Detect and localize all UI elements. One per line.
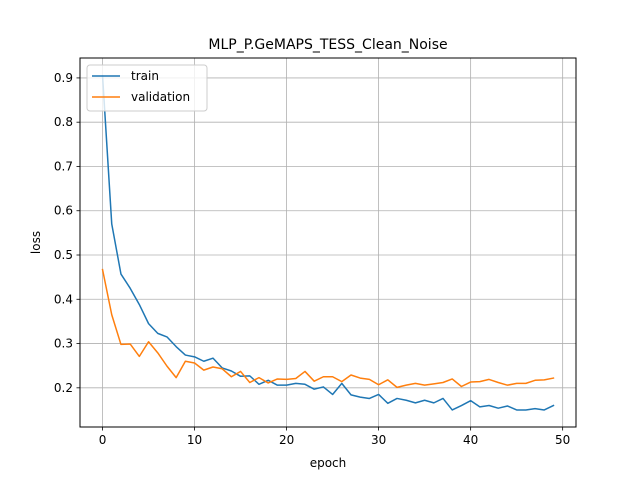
grid	[80, 58, 576, 427]
y-tick-label: 0.8	[54, 115, 73, 129]
x-tick-label: 10	[187, 433, 202, 447]
x-tick-label: 40	[463, 433, 478, 447]
y-tick-label: 0.9	[54, 71, 73, 85]
plot-lines	[101, 74, 555, 411]
series-line-validation	[101, 268, 555, 389]
y-tick-label: 0.3	[54, 337, 73, 351]
chart-title: MLP_P.GeMAPS_TESS_Clean_Noise	[208, 37, 447, 53]
legend: train validation	[86, 64, 208, 112]
y-tick-label: 0.6	[54, 204, 73, 218]
y-tick-label: 0.5	[54, 248, 73, 262]
x-tick-label: 20	[279, 433, 294, 447]
legend-label-train: train	[131, 69, 159, 83]
x-axis-ticks: 0 10 20 30 40 50	[99, 427, 570, 447]
x-tick-label: 30	[371, 433, 386, 447]
legend-label-validation: validation	[131, 90, 190, 104]
y-axis-ticks: 0.2 0.3 0.4 0.5 0.6 0.7 0.8 0.9	[54, 71, 80, 395]
x-tick-label: 0	[99, 433, 107, 447]
y-axis-label: loss	[29, 231, 43, 254]
y-tick-label: 0.7	[54, 159, 73, 173]
y-tick-label: 0.4	[54, 292, 73, 306]
x-axis-label: epoch	[310, 456, 347, 470]
x-tick-label: 50	[555, 433, 570, 447]
axes-frame	[79, 57, 577, 428]
series-line-train	[101, 74, 555, 411]
y-tick-label: 0.2	[54, 381, 73, 395]
